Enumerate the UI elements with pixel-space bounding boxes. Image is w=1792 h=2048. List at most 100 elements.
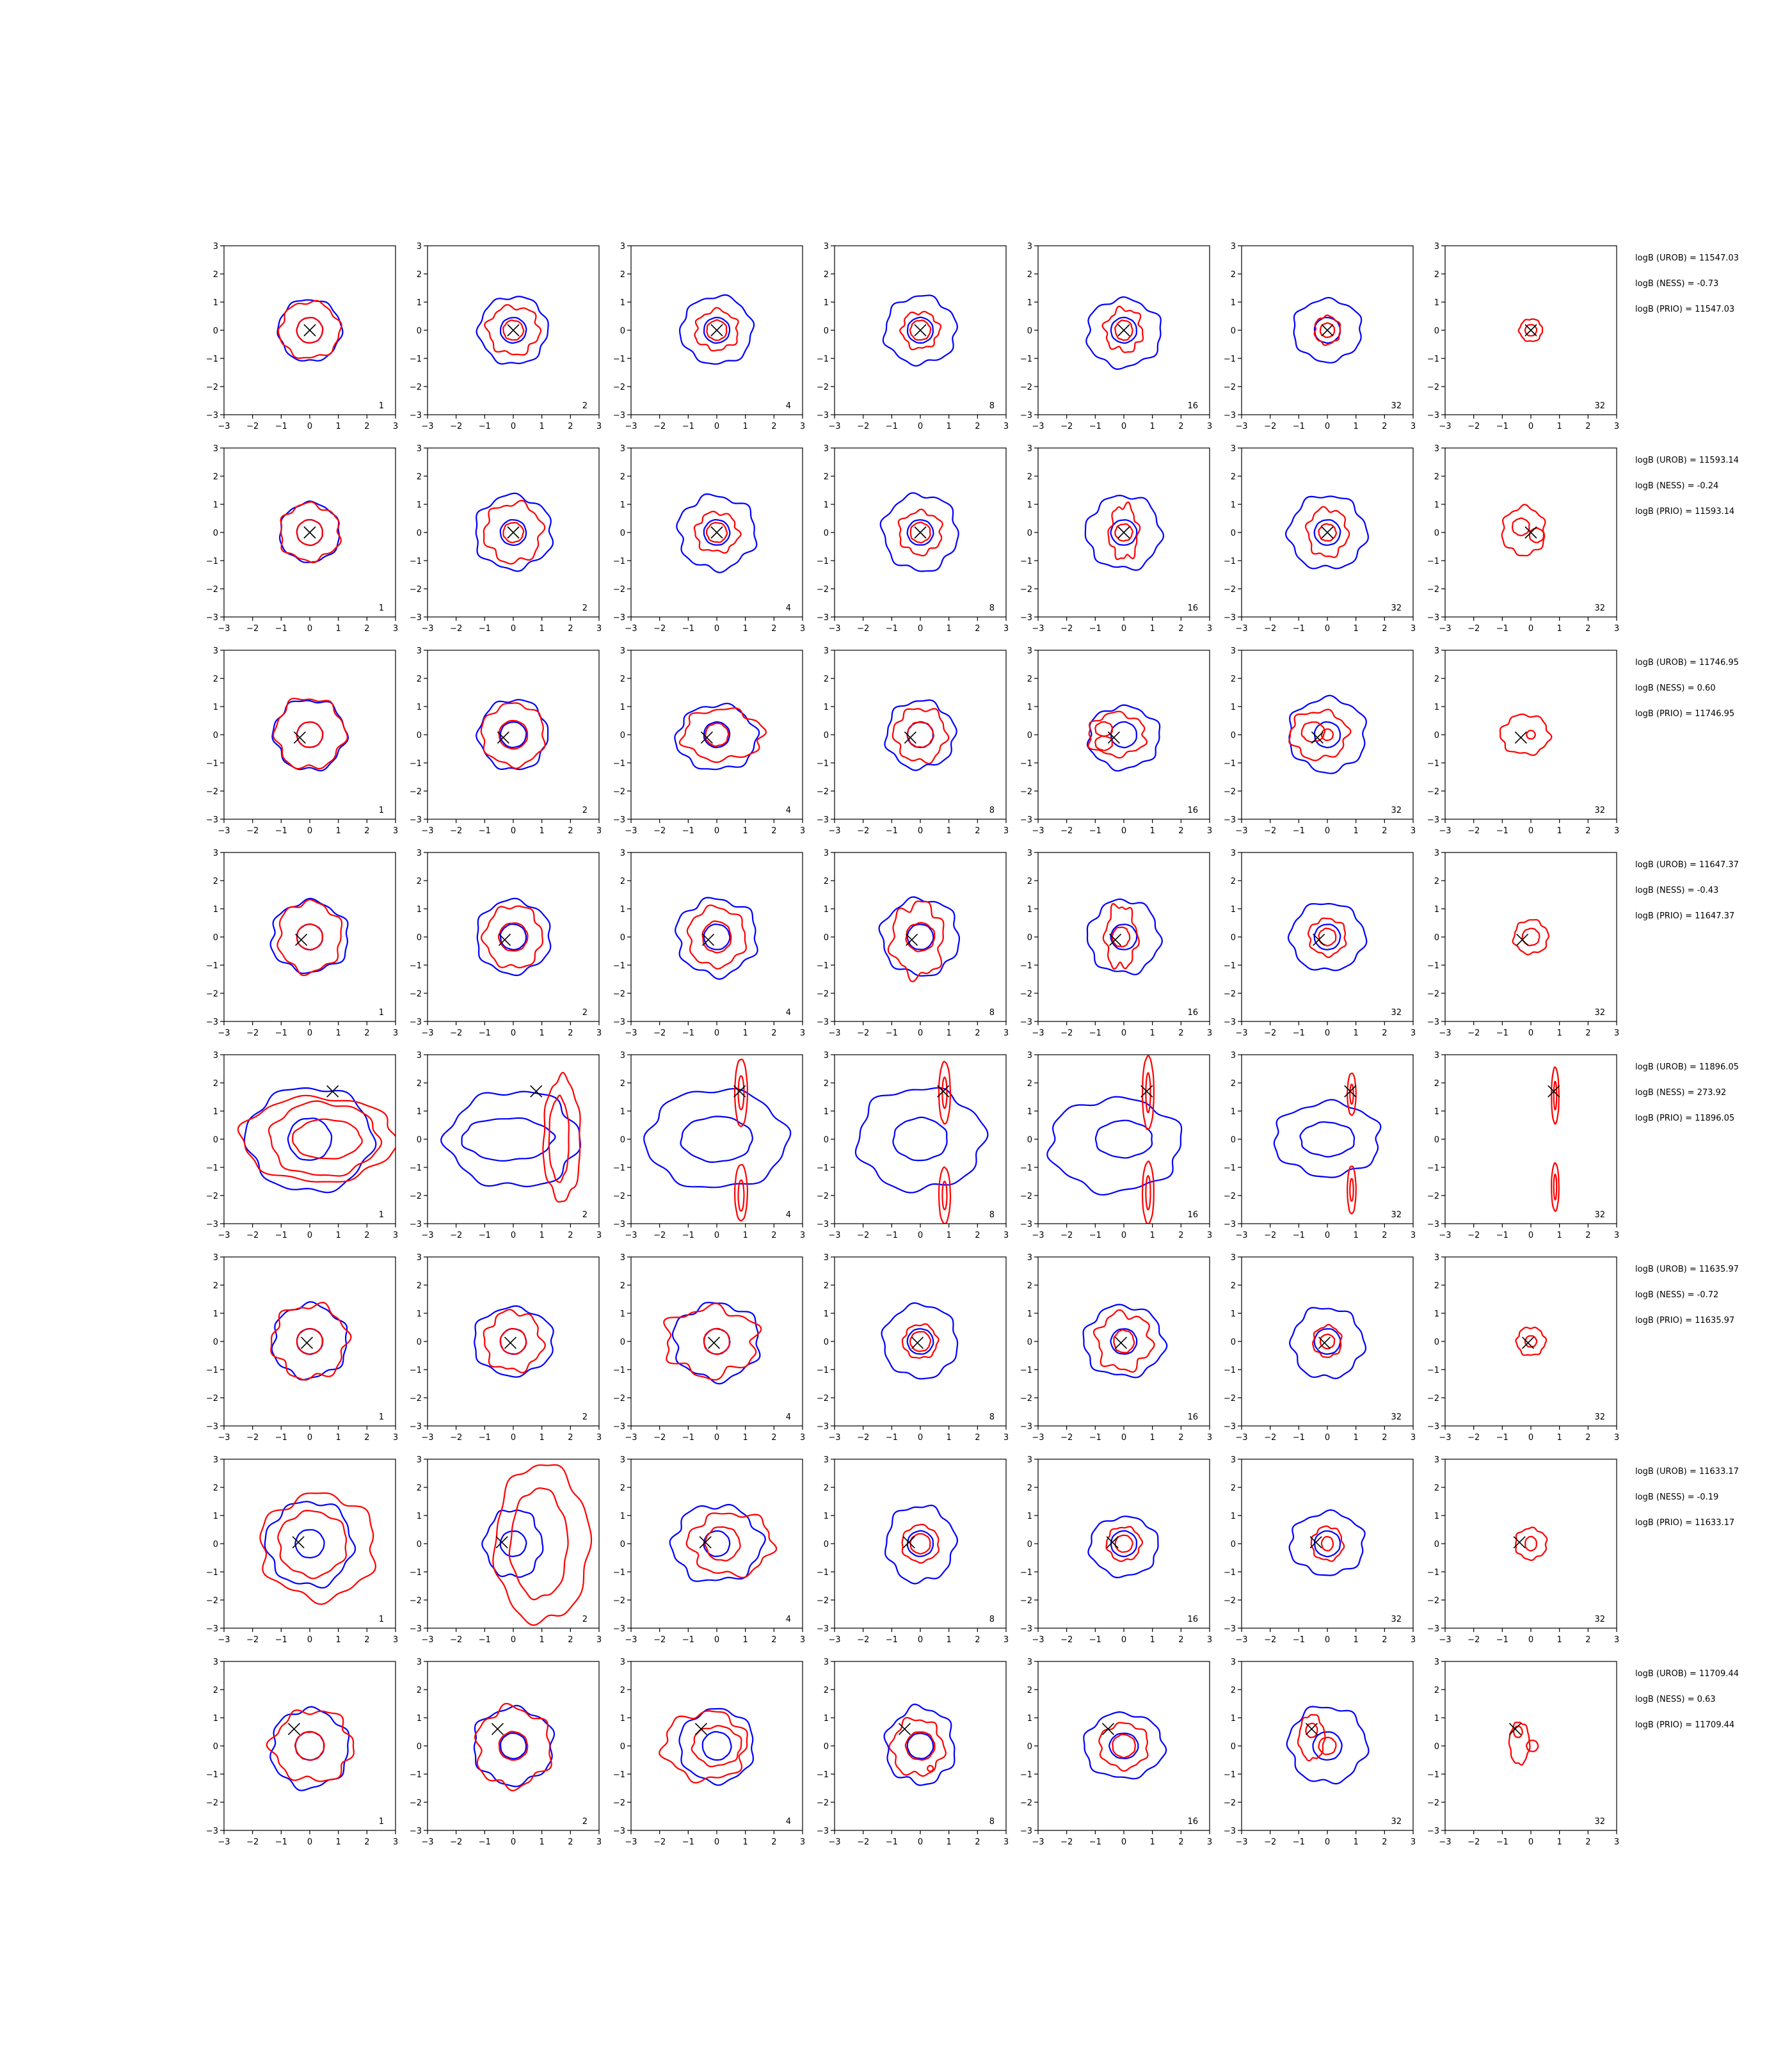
red-contour bbox=[1318, 1736, 1337, 1756]
x-tick-label: −2 bbox=[1060, 1028, 1073, 1038]
y-tick-label: 3 bbox=[620, 1658, 625, 1667]
x-tick-label: −3 bbox=[1235, 1837, 1247, 1847]
red-contour bbox=[237, 1094, 396, 1183]
y-tick-label: −3 bbox=[1224, 1624, 1236, 1634]
x-tick-label: −1 bbox=[275, 422, 287, 431]
panel-count-label: 2 bbox=[582, 1008, 588, 1018]
x-tick-label: −2 bbox=[1468, 1231, 1480, 1240]
red-contour bbox=[1319, 1333, 1336, 1350]
y-tick-label: 1 bbox=[1027, 298, 1032, 308]
x-tick-label: 3 bbox=[1004, 1028, 1009, 1038]
red-contour bbox=[706, 522, 728, 543]
x-tick-label: 3 bbox=[1614, 1231, 1619, 1240]
y-tick-label: −2 bbox=[1224, 585, 1236, 595]
x-tick-label: 0 bbox=[511, 1028, 516, 1038]
true-value-marker bbox=[937, 1085, 950, 1098]
y-tick-label: 2 bbox=[1434, 270, 1439, 280]
y-tick-label: −1 bbox=[1224, 759, 1236, 769]
row-stats-7: logB (UROB) = 11633.17 logB (NESS) = -0.1… bbox=[1635, 1467, 1739, 1528]
y-tick-label: −3 bbox=[1020, 613, 1032, 623]
x-tick-label: 1 bbox=[947, 624, 952, 634]
y-tick-label: −3 bbox=[206, 1624, 218, 1634]
true-value-marker bbox=[699, 1536, 712, 1549]
x-tick-label: −3 bbox=[1235, 826, 1247, 836]
blue-contour bbox=[669, 1503, 766, 1582]
y-tick-label: −1 bbox=[817, 1770, 829, 1780]
blue-contour bbox=[676, 493, 758, 573]
y-tick-label: 0 bbox=[1434, 326, 1439, 336]
y-tick-label: −3 bbox=[410, 1827, 422, 1836]
x-tick-label: 1 bbox=[1354, 1837, 1359, 1847]
x-tick-label: 1 bbox=[1354, 1433, 1359, 1443]
y-tick-label: −1 bbox=[817, 355, 829, 364]
panel-count-label: 1 bbox=[379, 1210, 384, 1220]
red-contour bbox=[901, 1523, 940, 1564]
contour-group bbox=[475, 492, 554, 572]
y-tick-label: −1 bbox=[1224, 1366, 1236, 1375]
blue-contour bbox=[671, 1302, 761, 1385]
x-tick-label: 1 bbox=[947, 1028, 952, 1038]
y-tick-label: −3 bbox=[1427, 1827, 1439, 1836]
y-tick-label: −2 bbox=[206, 989, 218, 999]
y-tick-label: 2 bbox=[620, 1686, 625, 1695]
contour-group bbox=[1286, 1706, 1370, 1785]
blue-contour bbox=[1108, 1732, 1139, 1759]
x-tick-label: 0 bbox=[1325, 1837, 1330, 1847]
x-tick-label: −3 bbox=[421, 1635, 433, 1645]
x-tick-label: −3 bbox=[218, 1028, 230, 1038]
true-value-marker bbox=[497, 731, 509, 744]
x-tick-label: −1 bbox=[1496, 1231, 1508, 1240]
blue-contour bbox=[476, 699, 549, 771]
x-tick-label: −3 bbox=[625, 422, 637, 431]
red-contour bbox=[1297, 1714, 1326, 1762]
x-tick-label: 0 bbox=[307, 1028, 312, 1038]
y-tick-label: −2 bbox=[206, 1798, 218, 1808]
subplot-frame bbox=[427, 650, 600, 820]
y-tick-label: −1 bbox=[1224, 1770, 1236, 1780]
red-contour bbox=[1347, 1072, 1357, 1116]
y-tick-label: −1 bbox=[613, 355, 625, 364]
x-tick-label: −2 bbox=[1468, 1028, 1480, 1038]
x-tick-label: 2 bbox=[771, 422, 776, 431]
y-tick-label: 0 bbox=[417, 933, 422, 943]
y-tick-label: −3 bbox=[1427, 1018, 1439, 1027]
red-contour bbox=[1102, 903, 1140, 970]
contour-group bbox=[1288, 694, 1367, 774]
y-tick-label: −1 bbox=[817, 1164, 829, 1173]
x-tick-label: −3 bbox=[1439, 624, 1451, 634]
stat-line: logB (NESS) = -0.19 bbox=[1635, 1492, 1718, 1502]
x-tick-label: 0 bbox=[307, 422, 312, 431]
x-tick-label: 3 bbox=[596, 1635, 602, 1645]
panel-count-label: 8 bbox=[989, 1210, 995, 1220]
subplot-r2-c4: −3 −2 −1 0 1 2 3 3 2 1 0 −1 −2 −3 8 bbox=[817, 444, 1009, 634]
red-contour bbox=[1524, 324, 1538, 337]
x-tick-label: 2 bbox=[975, 1231, 980, 1240]
x-tick-label: −2 bbox=[246, 624, 259, 634]
x-tick-label: 1 bbox=[540, 422, 545, 431]
x-tick-label: 2 bbox=[568, 1231, 573, 1240]
x-tick-label: 1 bbox=[1557, 1837, 1562, 1847]
x-tick-label: 3 bbox=[596, 1837, 602, 1847]
x-tick-label: −3 bbox=[625, 826, 637, 836]
true-value-marker bbox=[1109, 933, 1122, 946]
y-tick-label: 1 bbox=[1434, 1309, 1439, 1319]
subplot-r1-c5: −3 −2 −1 0 1 2 3 3 2 1 0 −1 −2 −3 16 bbox=[1020, 242, 1212, 431]
x-tick-label: 1 bbox=[1354, 624, 1359, 634]
contour-group bbox=[271, 698, 349, 772]
red-contour bbox=[296, 317, 324, 344]
y-tick-label: 3 bbox=[1434, 1658, 1439, 1667]
y-tick-label: 2 bbox=[1231, 877, 1236, 886]
blue-contour bbox=[1313, 519, 1341, 546]
red-contour bbox=[694, 307, 739, 352]
x-tick-label: −1 bbox=[682, 1635, 694, 1645]
y-tick-label: −3 bbox=[1224, 1422, 1236, 1432]
red-contour bbox=[1513, 1725, 1523, 1738]
x-tick-label: 2 bbox=[771, 826, 776, 836]
y-tick-label: −3 bbox=[817, 411, 829, 420]
panel-count-label: 2 bbox=[582, 1210, 588, 1220]
panel-count-label: 16 bbox=[1187, 1210, 1198, 1220]
subplot-frame bbox=[834, 1459, 1007, 1629]
x-tick-label: −2 bbox=[246, 1837, 259, 1847]
red-contour bbox=[1114, 1534, 1133, 1553]
